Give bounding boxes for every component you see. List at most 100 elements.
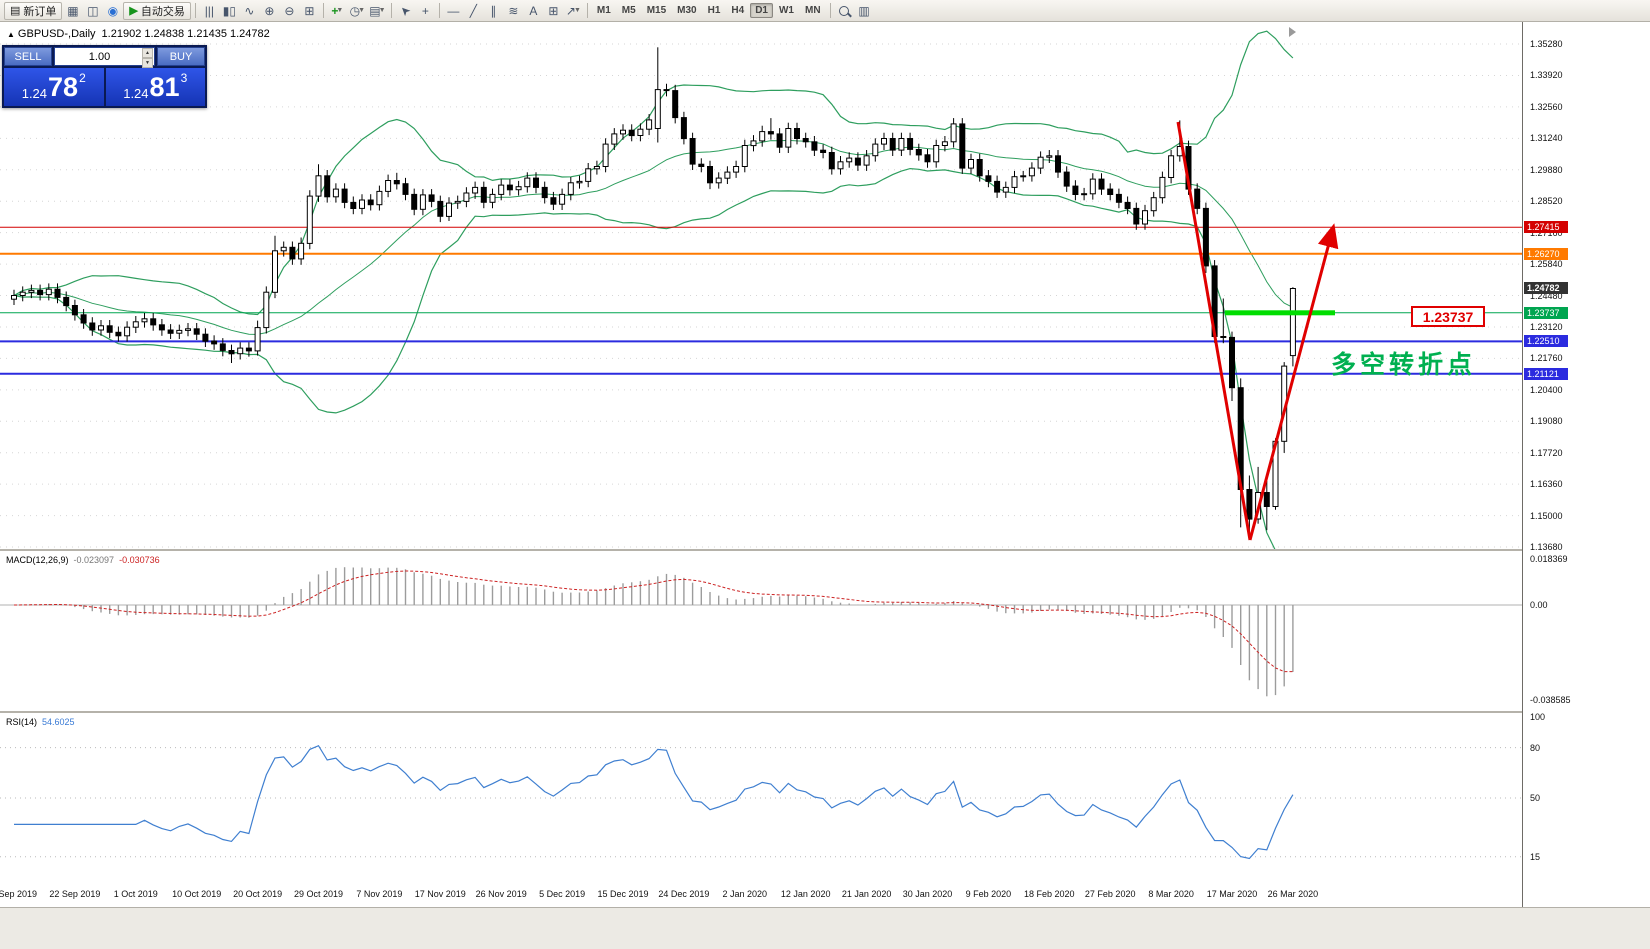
templates-icon[interactable]: ▤ ▼ — [369, 3, 386, 18]
timeframe-h1-button[interactable]: H1 — [707, 5, 721, 16]
level-price-badge: 1.22510 — [1524, 335, 1568, 348]
timeframe-w1-button[interactable]: W1 — [778, 5, 794, 16]
dropdown-caret-icon[interactable]: ▼ — [573, 7, 581, 14]
chart-ohlc-title: ▲ GBPUSD-,Daily 1.21902 1.24838 1.21435 1.… — [7, 28, 270, 40]
text-icon[interactable]: A — [529, 3, 538, 18]
candlestick-chart-icon[interactable]: ▮▯ — [222, 3, 236, 18]
level-price-badge: 1.26270 — [1524, 247, 1568, 260]
price-tick-label: 1.25840 — [1530, 259, 1563, 270]
main-toolbar: ▤ 新订单 ▦ ◫ ◉ ▶ 自动交易 ||| ▮▯ ∿ ⊕ ⊖ ⊞ + ▼ ◷ ▼ ▤ ▼ ➤ + — ╱ ∥ ≋ A ⊞ ↗ ▼ M1 M… — [0, 0, 1650, 22]
date-label: 7 Nov 2019 — [356, 889, 403, 899]
date-label: 20 Oct 2019 — [233, 889, 283, 899]
date-label: 2 Sep 2019 — [0, 889, 38, 899]
toolbar-separator — [586, 3, 588, 18]
dropdown-caret-icon[interactable]: ▼ — [358, 7, 366, 14]
volume-field: ▲ ▼ — [54, 47, 155, 68]
crosshair-icon[interactable]: + — [421, 3, 429, 18]
price-tick-label: 1.35280 — [1530, 39, 1563, 49]
date-label: 17 Mar 2020 — [1206, 889, 1258, 899]
cursor-icon[interactable]: ➤ — [396, 1, 414, 20]
community-icon[interactable]: ◉ — [107, 3, 119, 18]
price-tick-label: 1.15000 — [1530, 510, 1563, 521]
timeframe-m5-button[interactable]: M5 — [621, 5, 636, 16]
price-tick-label: 1.32560 — [1530, 101, 1563, 112]
date-label: 5 Dec 2019 — [539, 889, 586, 899]
arrows-icon[interactable]: ↗ ▼ — [565, 3, 581, 18]
timeframe-mn-button[interactable]: MN — [804, 5, 821, 16]
volume-input[interactable] — [55, 49, 154, 64]
date-label: 30 Jan 2020 — [902, 889, 953, 899]
trendline-icon[interactable]: ╱ — [469, 3, 477, 18]
indicators-icon[interactable]: + ▼ — [331, 3, 344, 18]
date-label: 2 Jan 2020 — [722, 889, 768, 899]
date-label: 1 Oct 2019 — [113, 889, 158, 899]
search-icon[interactable] — [835, 2, 854, 20]
periods-icon[interactable]: ◷ ▼ — [349, 3, 366, 18]
profiles-icon[interactable]: ◫ — [87, 3, 99, 18]
price-tick-label: 1.28520 — [1530, 196, 1563, 207]
hline-icon[interactable]: — — [447, 3, 460, 18]
macd-scale-min: -0.038585 — [1530, 695, 1571, 705]
volume-up-button[interactable]: ▲ — [142, 48, 153, 58]
dropdown-caret-icon[interactable]: ▼ — [378, 7, 386, 14]
price-tick-label: 1.33920 — [1530, 70, 1563, 81]
buy-button[interactable]: BUY — [157, 47, 205, 66]
macd-scale-max: 0.018369 — [1530, 554, 1568, 564]
macd-indicator-label: MACD(12,26,9) -0.023097 -0.030736 — [6, 555, 160, 565]
time-axis[interactable]: 2 Sep 2019 22 Sep 2019 1 Oct 2019 10 Oct 20… — [0, 885, 1522, 907]
shapes-icon[interactable]: ⊞ — [548, 3, 559, 18]
date-label: 29 Oct 2019 — [293, 889, 344, 899]
rsi-scale-label: 50 — [1530, 793, 1541, 803]
buy-price-button[interactable]: 1.24 81 3 — [105, 68, 205, 106]
data-window-icon[interactable]: ▥ — [858, 3, 870, 18]
macd-scale-zero: 0.00 — [1530, 600, 1548, 610]
price-axis[interactable]: 1.35280 1.33920 1.32560 1.31240 1.29880 1.285… — [1522, 22, 1650, 907]
price-tick-label: 1.24480 — [1530, 290, 1563, 301]
price-tick-label: 1.20400 — [1530, 384, 1563, 395]
rsi-scale-label: 100 — [1530, 712, 1546, 722]
timeframe-h4-button[interactable]: H4 — [731, 5, 745, 16]
fibonacci-icon[interactable]: ≋ — [508, 3, 519, 18]
volume-down-button[interactable]: ▼ — [142, 58, 153, 68]
toolbar-separator — [390, 3, 392, 18]
zoom-in-icon[interactable]: ⊕ — [264, 3, 275, 18]
new-chart-icon[interactable]: ▦ — [67, 3, 79, 18]
timeframe-m1-button[interactable]: M1 — [596, 5, 611, 16]
line-chart-icon[interactable]: ∿ — [244, 3, 255, 18]
window-bottom-area — [0, 907, 1650, 949]
chart-canvas[interactable] — [0, 22, 1650, 949]
toolbar-separator — [194, 3, 196, 18]
timeframe-m30-button[interactable]: M30 — [677, 5, 697, 16]
symbol-marker-icon: ▲ — [7, 30, 15, 39]
level-price-badge: 1.21121 — [1524, 367, 1568, 380]
date-label: 22 Sep 2019 — [49, 889, 101, 899]
timeframe-d1-button[interactable]: D1 — [750, 3, 773, 18]
tile-windows-icon[interactable]: ⊞ — [304, 3, 315, 18]
bars-chart-icon[interactable]: ||| — [204, 3, 215, 18]
toolbar-separator — [438, 3, 440, 18]
price-tick-label: 1.29880 — [1530, 164, 1563, 175]
date-label: 24 Dec 2019 — [658, 889, 710, 899]
channel-icon[interactable]: ∥ — [490, 3, 497, 18]
price-tick-label: 1.19080 — [1530, 416, 1563, 427]
rsi-indicator-label: RSI(14) 54.6025 — [6, 717, 75, 727]
rsi-scale-label: 80 — [1530, 742, 1541, 753]
date-label: 27 Feb 2020 — [1084, 889, 1136, 899]
date-label: 26 Nov 2019 — [475, 889, 527, 899]
chart-shift-marker-icon[interactable] — [1289, 27, 1296, 37]
sell-button[interactable]: SELL — [4, 47, 52, 66]
autotrading-play-icon: ▶ — [129, 5, 138, 17]
dropdown-caret-icon[interactable]: ▼ — [336, 7, 344, 14]
sell-price-button[interactable]: 1.24 78 2 — [4, 68, 104, 106]
zoom-out-icon[interactable]: ⊖ — [284, 3, 295, 18]
price-tick-label: 1.16360 — [1530, 479, 1563, 490]
date-label: 26 Mar 2020 — [1267, 889, 1319, 899]
timeframe-m15-button[interactable]: M15 — [646, 5, 667, 16]
date-label: 12 Jan 2020 — [780, 889, 831, 899]
date-label: 21 Jan 2020 — [841, 889, 892, 899]
new-order-button[interactable]: ▤ 新订单 — [4, 1, 63, 20]
autotrading-button[interactable]: ▶ 自动交易 — [123, 1, 191, 20]
level-price-badge: 1.27415 — [1524, 221, 1568, 234]
